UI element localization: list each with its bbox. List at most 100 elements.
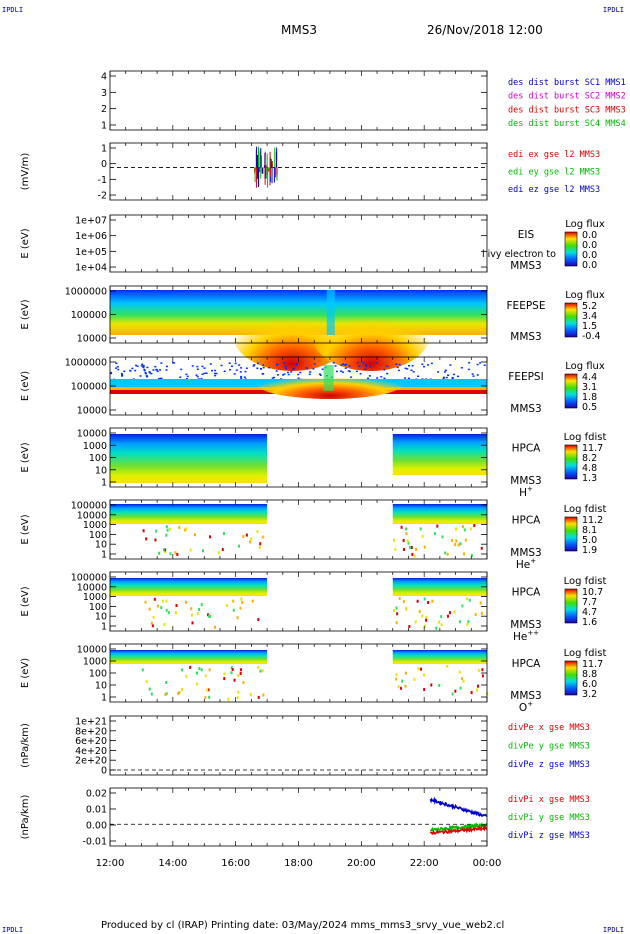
feepsi-dot — [165, 365, 168, 368]
panel-frame — [109, 787, 488, 847]
hpca_o-speck — [257, 695, 260, 699]
feepsi-dot — [185, 378, 188, 380]
hpca_o-speck — [451, 692, 454, 696]
colorbar-value: 0.5 — [582, 402, 597, 413]
colorbar-value: 3.1 — [582, 382, 597, 393]
y-tick-label: 1 — [101, 693, 107, 704]
feepsi-dot — [472, 375, 475, 377]
hpca_o-speck — [423, 687, 426, 691]
feepsi-dot — [211, 369, 214, 372]
feepsi-dot — [408, 365, 411, 367]
panel-burst — [109, 70, 488, 131]
instrument-spacecraft: MMS3 — [510, 331, 541, 343]
feepsi-dot — [292, 367, 295, 370]
feepsi-dot — [479, 362, 482, 364]
hpca_he-speck — [165, 525, 168, 529]
hpca_he-speck — [145, 537, 148, 541]
hpca_o-speck — [438, 683, 441, 687]
hpca_hepp-speck — [225, 604, 228, 608]
x-tick-label: 16:00 — [221, 858, 250, 869]
hpca_hepp-speck — [208, 614, 211, 618]
colorbar-title: Log fdist — [564, 648, 607, 659]
hpca_o-speck — [196, 682, 199, 686]
hpca_o-spectra — [392, 650, 487, 664]
feepsi-dot — [134, 369, 137, 372]
feepse-hot-region — [310, 295, 431, 371]
hpca_hepp-speck — [144, 600, 147, 604]
y-tick-label: 100 — [89, 530, 107, 541]
hpca_he-speck — [158, 551, 161, 555]
hpca_hepp-speck — [175, 604, 178, 608]
hpca_he-speck — [142, 529, 145, 533]
legend-entry: des dist burst SC3 MMS3 — [508, 105, 626, 115]
feepsi-dot — [142, 365, 145, 367]
y-tick-label: 100000 — [71, 382, 107, 393]
colorbar-title: Log flux — [565, 290, 605, 301]
instrument-spacecraft: MMS3 — [510, 260, 541, 272]
hpca_o-speck — [422, 673, 425, 677]
hpca_he-speck — [174, 551, 177, 555]
hpca_o-speck — [198, 667, 201, 671]
hpca_he-speck — [242, 534, 245, 538]
y-tick-label: 1e+07 — [75, 216, 107, 227]
hpca_o-speck — [481, 674, 484, 678]
feepsi-dot — [209, 363, 212, 365]
hpca_he-speck — [480, 546, 483, 550]
hpca_o-speck — [477, 668, 480, 672]
hpca_hepp-speck — [427, 600, 430, 604]
panel-edi: (mV/m) — [20, 142, 488, 201]
hpca_he-speck — [402, 547, 405, 551]
hpca_he-speck — [250, 537, 253, 541]
hpca_o-speck — [239, 671, 242, 675]
hpca_hepp-speck — [395, 606, 398, 610]
hpca_hepp-speck — [161, 599, 164, 603]
hpca_o-speck — [420, 667, 423, 671]
feepsi-dot — [156, 370, 159, 373]
y-tick-label: 10000 — [77, 582, 107, 593]
hpca_he-speck — [155, 529, 158, 533]
feepsi-dot — [110, 371, 113, 374]
hpca_he-speck — [402, 539, 405, 543]
colorbar-value: 1.3 — [582, 473, 597, 484]
feepsi-dot — [369, 365, 372, 368]
feepsi-dot — [427, 364, 430, 366]
hpca_he-speck — [459, 542, 462, 546]
feepsi-dot — [430, 362, 433, 365]
instrument-name: HPCA — [512, 443, 542, 455]
hpca_hepp-speck — [402, 600, 405, 604]
feepsi-dot — [203, 367, 206, 369]
hpca_o-speck — [204, 696, 207, 700]
feepsi-dot — [142, 366, 145, 369]
feepsi-dot — [444, 371, 447, 373]
hpca_he-speck — [411, 552, 414, 556]
hpca_hepp-speck — [405, 607, 408, 611]
instrument-name: EIS — [518, 229, 535, 241]
feepsi-dot — [186, 375, 189, 378]
hpca_o-speck — [481, 668, 484, 672]
colorbar-value: 1.9 — [582, 545, 597, 556]
y-tick-label: 2e+20 — [75, 756, 107, 767]
feepsi-dot — [356, 362, 359, 364]
feepsi-dot — [230, 365, 233, 368]
feepsi-dot — [442, 376, 445, 379]
y-tick-label: 8e+20 — [75, 726, 107, 737]
hpca_hepp-speck — [148, 607, 151, 611]
feepsi-dot — [332, 362, 335, 364]
hpca_hepp-speck — [251, 599, 254, 603]
hpca_hepp-speck — [392, 608, 395, 612]
feepsi-dot — [358, 365, 361, 367]
x-tick-label: 18:00 — [284, 858, 313, 869]
feepsi-dot — [200, 377, 203, 380]
y-tick-label: 10000 — [77, 645, 107, 656]
hpca_o-speck — [404, 684, 407, 688]
feepsi-dot — [340, 364, 343, 367]
y-tick-label: 1000 — [83, 657, 107, 668]
feepsi-dot — [365, 364, 368, 366]
colorbar — [564, 373, 578, 409]
legend-entry: divPe x gse MMS3 — [508, 723, 590, 733]
feepsi-dot — [276, 363, 279, 366]
feepsi-dot — [144, 372, 147, 375]
y-tick-label: 1000000 — [65, 358, 107, 369]
colorbar-value: 4.8 — [582, 463, 597, 474]
hpca_o-speck — [223, 677, 226, 681]
